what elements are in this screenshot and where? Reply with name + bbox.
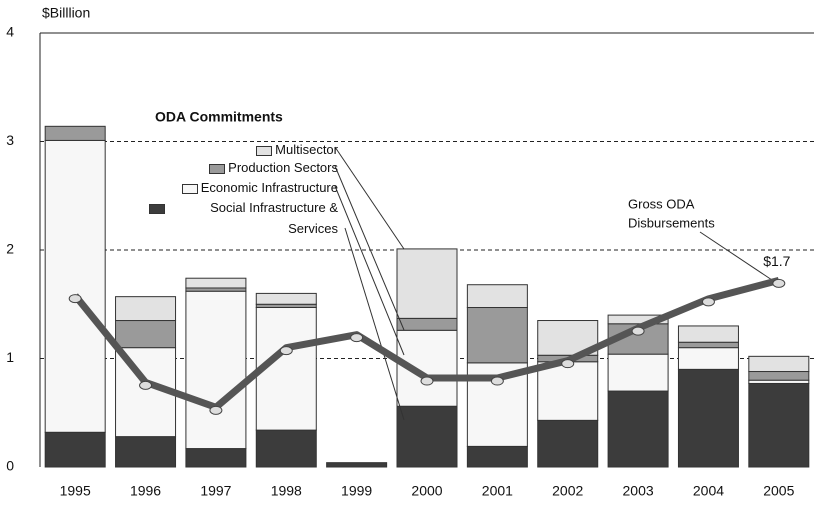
leader-line: [334, 165, 405, 331]
bar-segment: [255, 429, 317, 468]
annotation: ODA Commitments: [155, 109, 283, 125]
legend-label: Economic Infrastructure: [200, 180, 338, 195]
x-tick-label: 2003: [623, 483, 654, 499]
annotation: Disbursements: [628, 215, 715, 230]
leader-line: [344, 227, 405, 421]
x-tick-label: 1995: [60, 483, 91, 499]
value-label: $1.7: [763, 253, 790, 269]
legend-swatch: [209, 163, 226, 174]
bar-segment: [466, 445, 528, 468]
bar-segment: [748, 371, 810, 381]
legend-entry: Economic Infrastructure: [138, 177, 338, 198]
legend-swatch: [256, 145, 273, 156]
bar-segment: [677, 325, 739, 343]
bar-segment: [44, 125, 106, 141]
bar-segment: [748, 382, 810, 468]
bar-segment: [466, 284, 528, 309]
leader-line: [334, 146, 405, 250]
line-marker: [350, 333, 364, 343]
x-tick-label: 1999: [341, 483, 372, 499]
line-marker: [490, 376, 504, 386]
line-marker: [139, 380, 153, 390]
bar-segment: [115, 320, 177, 349]
line-marker: [420, 376, 434, 386]
annotation: Gross ODA: [628, 196, 695, 211]
x-tick-label: 2001: [482, 483, 513, 499]
line-marker: [772, 278, 786, 288]
bar-segment: [44, 431, 106, 468]
legend-label: Multisector: [275, 142, 338, 157]
bar-segment: [255, 292, 317, 305]
bar-segment: [537, 419, 599, 468]
line-marker: [68, 294, 82, 304]
line-marker: [631, 326, 645, 336]
y-tick-label: 1: [6, 349, 14, 365]
bar-segment: [185, 290, 247, 450]
y-tick-label: 0: [6, 458, 14, 474]
leader-line: [334, 185, 405, 356]
bar-segment: [677, 347, 739, 370]
bar-segment: [396, 248, 458, 319]
line-marker: [209, 405, 223, 415]
bar-segment: [326, 462, 388, 468]
bar-segment: [396, 405, 458, 468]
line-marker: [279, 346, 293, 356]
x-tick-label: 2005: [763, 483, 794, 499]
bar-segment: [748, 355, 810, 373]
bar-segment: [466, 307, 528, 364]
legend-label: Production Sectors: [228, 160, 338, 175]
legend-entry: Social Infrastructure & Services: [138, 197, 338, 239]
y-tick-label: 4: [6, 24, 14, 40]
x-tick-label: 1996: [130, 483, 161, 499]
x-tick-label: 2004: [693, 483, 724, 499]
bar-segment: [607, 314, 669, 325]
bar-segment: [607, 390, 669, 468]
y-axis-label: $Billlion: [42, 5, 90, 21]
x-tick-label: 1997: [200, 483, 231, 499]
legend-swatch: [149, 203, 165, 214]
bar-segment: [185, 448, 247, 468]
line-marker: [561, 359, 575, 369]
legend-label: Social Infrastructure & Services: [210, 200, 338, 236]
legend-swatch: [181, 183, 198, 194]
bar-segment: [607, 353, 669, 392]
bar-segment: [677, 341, 739, 349]
x-tick-label: 2000: [411, 483, 442, 499]
x-tick-label: 1998: [271, 483, 302, 499]
y-tick-label: 3: [6, 132, 14, 148]
line-marker: [701, 297, 715, 307]
bar-segment: [115, 436, 177, 468]
legend-entry: Multisector: [138, 139, 338, 160]
bar-segment: [185, 277, 247, 289]
bar-segment: [677, 368, 739, 468]
bar-segment: [44, 139, 106, 433]
x-tick-label: 2002: [552, 483, 583, 499]
y-tick-label: 2: [6, 241, 14, 257]
bar-segment: [537, 361, 599, 421]
bar-segment: [396, 317, 458, 331]
bar-segment: [115, 296, 177, 322]
leader-line: [699, 231, 776, 283]
legend-entry: Production Sectors: [138, 157, 338, 178]
